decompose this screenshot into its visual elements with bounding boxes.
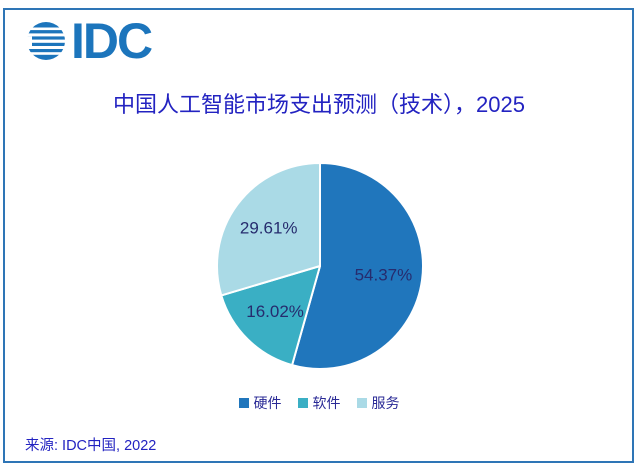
legend-swatch-icon: [238, 398, 249, 408]
idc-logo: IDC: [26, 13, 153, 69]
pie-slice-2: [216, 162, 321, 297]
chart-title: 中国人工智能市场支出预测（技术），2025: [113, 92, 525, 117]
legend-swatch-icon: [356, 398, 367, 408]
legend-item: 服务: [356, 393, 400, 413]
pie-chart: 54.37% 16.02% 29.61%: [205, 151, 435, 381]
pie-label-0: 54.37%: [355, 265, 413, 284]
legend: 硬件 软件 服务: [0, 393, 638, 413]
legend-item-label: 软件: [312, 395, 341, 411]
pie-chart-svg: 54.37% 16.02% 29.61%: [216, 162, 424, 370]
legend-swatch-icon: [297, 398, 308, 408]
pie-slice-1: [220, 265, 321, 367]
legend-item-label: 硬件: [253, 395, 282, 411]
pie-label-2: 29.61%: [240, 218, 298, 237]
legend-item-label: 服务: [371, 395, 400, 411]
idc-globe-icon: [26, 22, 66, 60]
pie-label-1: 16.02%: [246, 302, 304, 321]
source-note: 来源: IDC中国, 2022: [25, 438, 157, 454]
legend-item: 软件: [297, 393, 341, 413]
pie-slice-0: [291, 162, 424, 370]
legend-item: 硬件: [238, 393, 282, 413]
idc-logo-text: IDC: [71, 13, 153, 69]
